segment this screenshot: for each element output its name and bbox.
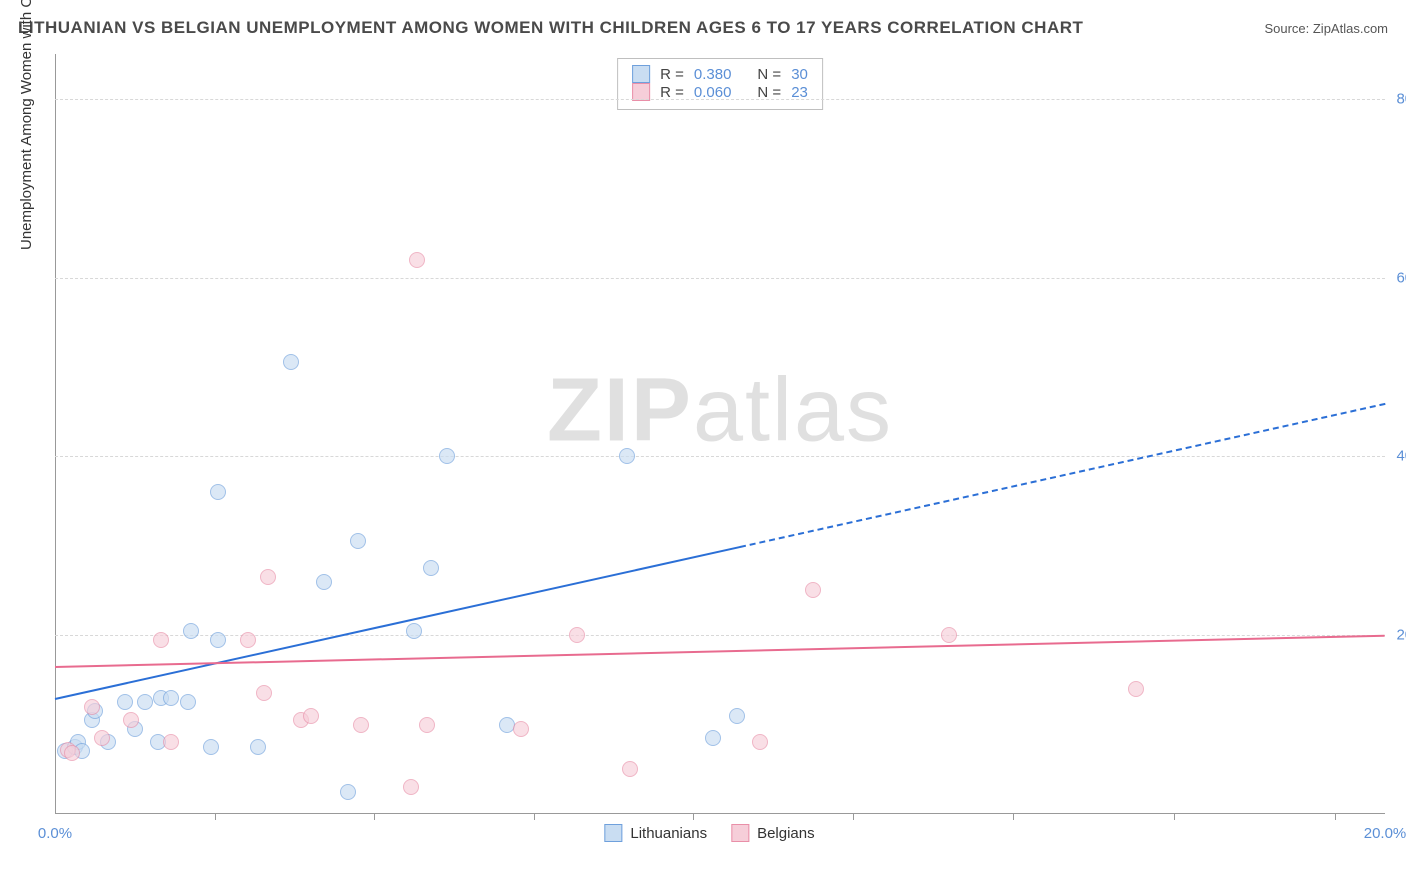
data-point-lithuanians bbox=[406, 623, 422, 639]
y-tick-label: 20.0% bbox=[1389, 627, 1406, 644]
legend-swatch bbox=[604, 824, 622, 842]
r-label: R = bbox=[660, 66, 684, 83]
data-point-belgians bbox=[303, 708, 319, 724]
legend-swatch bbox=[731, 824, 749, 842]
data-point-lithuanians bbox=[210, 632, 226, 648]
x-tick-label: 20.0% bbox=[1364, 825, 1406, 842]
data-point-lithuanians bbox=[203, 739, 219, 755]
legend-swatch bbox=[632, 65, 650, 83]
data-point-belgians bbox=[353, 717, 369, 733]
data-point-belgians bbox=[622, 761, 638, 777]
gridline bbox=[55, 456, 1385, 457]
data-point-belgians bbox=[1128, 681, 1144, 697]
x-tick-mark bbox=[215, 814, 216, 820]
data-point-belgians bbox=[84, 699, 100, 715]
source-label: Source: ZipAtlas.com bbox=[1264, 21, 1388, 36]
data-point-belgians bbox=[260, 569, 276, 585]
data-point-belgians bbox=[94, 730, 110, 746]
data-point-belgians bbox=[941, 627, 957, 643]
legend-label: Belgians bbox=[757, 825, 815, 842]
data-point-lithuanians bbox=[283, 354, 299, 370]
scatter-plot: ZIPatlas R =0.380N =30R =0.060N =23 Lith… bbox=[55, 54, 1385, 814]
data-point-lithuanians bbox=[316, 574, 332, 590]
data-point-lithuanians bbox=[350, 533, 366, 549]
x-tick-mark bbox=[853, 814, 854, 820]
data-point-lithuanians bbox=[117, 694, 133, 710]
y-tick-label: 60.0% bbox=[1389, 269, 1406, 286]
data-point-belgians bbox=[64, 745, 80, 761]
data-point-belgians bbox=[240, 632, 256, 648]
data-point-lithuanians bbox=[423, 560, 439, 576]
data-point-lithuanians bbox=[705, 730, 721, 746]
x-tick-mark bbox=[374, 814, 375, 820]
data-point-belgians bbox=[513, 721, 529, 737]
data-point-lithuanians bbox=[210, 484, 226, 500]
x-tick-mark bbox=[1335, 814, 1336, 820]
r-value: 0.380 bbox=[694, 66, 732, 83]
y-tick-label: 80.0% bbox=[1389, 90, 1406, 107]
data-point-belgians bbox=[569, 627, 585, 643]
legend-item: Belgians bbox=[731, 824, 815, 842]
data-point-lithuanians bbox=[180, 694, 196, 710]
y-axis-label: Unemployment Among Women with Children A… bbox=[18, 0, 35, 250]
x-axis-line bbox=[55, 813, 1385, 814]
data-point-belgians bbox=[403, 779, 419, 795]
data-point-lithuanians bbox=[729, 708, 745, 724]
gridline bbox=[55, 278, 1385, 279]
data-point-belgians bbox=[123, 712, 139, 728]
x-tick-mark bbox=[693, 814, 694, 820]
corr-legend-row: R = 0.380 N = 30 bbox=[632, 65, 808, 83]
data-point-lithuanians bbox=[137, 694, 153, 710]
n-label: N = bbox=[757, 66, 781, 83]
data-point-lithuanians bbox=[250, 739, 266, 755]
data-point-belgians bbox=[409, 252, 425, 268]
x-tick-label: 0.0% bbox=[38, 825, 72, 842]
data-point-belgians bbox=[163, 734, 179, 750]
gridline bbox=[55, 99, 1385, 100]
y-tick-label: 40.0% bbox=[1389, 448, 1406, 465]
data-point-belgians bbox=[419, 717, 435, 733]
legend-label: Lithuanians bbox=[630, 825, 707, 842]
x-tick-mark bbox=[534, 814, 535, 820]
legend-item: Lithuanians bbox=[604, 824, 707, 842]
watermark: ZIPatlas bbox=[547, 360, 893, 463]
trend-line-dashed-lithuanians bbox=[740, 403, 1385, 548]
chart-title: LITHUANIAN VS BELGIAN UNEMPLOYMENT AMONG… bbox=[18, 18, 1083, 38]
y-axis-line bbox=[55, 54, 56, 814]
data-point-belgians bbox=[256, 685, 272, 701]
series-legend: Lithuanians Belgians bbox=[604, 824, 814, 842]
data-point-lithuanians bbox=[619, 448, 635, 464]
x-tick-mark bbox=[1174, 814, 1175, 820]
data-point-belgians bbox=[805, 582, 821, 598]
data-point-belgians bbox=[752, 734, 768, 750]
data-point-lithuanians bbox=[183, 623, 199, 639]
correlation-legend: R =0.380N =30R =0.060N =23 bbox=[617, 58, 823, 110]
data-point-lithuanians bbox=[340, 784, 356, 800]
data-point-belgians bbox=[153, 632, 169, 648]
data-point-lithuanians bbox=[439, 448, 455, 464]
data-point-lithuanians bbox=[163, 690, 179, 706]
n-value: 30 bbox=[791, 66, 808, 83]
x-tick-mark bbox=[1013, 814, 1014, 820]
trend-line-lithuanians bbox=[55, 546, 740, 700]
